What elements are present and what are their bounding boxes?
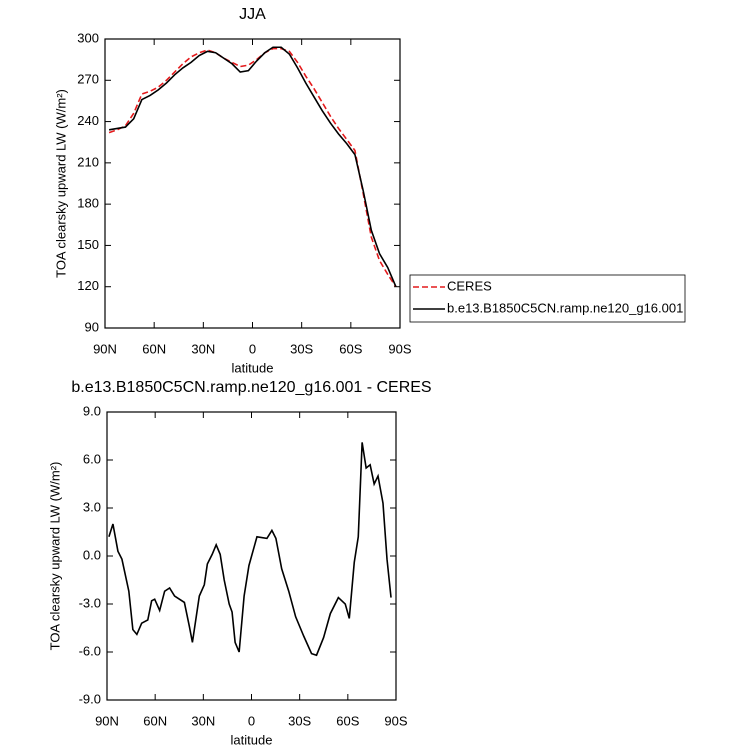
y-tick-label: 300 bbox=[77, 30, 99, 45]
legend-box bbox=[409, 274, 686, 323]
x-tick-label: 60N bbox=[142, 341, 166, 356]
x-tick-label: 30S bbox=[290, 341, 313, 356]
y-tick-label: 120 bbox=[77, 278, 99, 293]
data-line bbox=[108, 46, 397, 288]
x-tick-label: 0 bbox=[249, 341, 256, 356]
x-tick-label: 30S bbox=[288, 713, 311, 728]
data-line bbox=[108, 442, 392, 657]
plot-frame bbox=[104, 38, 401, 329]
y-tick-label: 210 bbox=[77, 154, 99, 169]
chart-title: b.e13.B1850C5CN.ramp.ne120_g16.001 - CER… bbox=[71, 379, 431, 396]
x-tick-label: 30N bbox=[191, 713, 215, 728]
y-tick-label: -6.0 bbox=[79, 643, 101, 658]
y-tick-label: 6.0 bbox=[83, 451, 101, 466]
y-axis-label: TOA clearsky upward LW (W/m²) bbox=[53, 89, 68, 278]
legend-label: b.e13.B1850C5CN.ramp.ne120_g16.001 bbox=[447, 300, 683, 315]
legend-label: CERES bbox=[447, 278, 492, 293]
x-tick-label: 90N bbox=[95, 713, 119, 728]
x-tick-label: 90S bbox=[388, 341, 411, 356]
y-tick-label: 9.0 bbox=[83, 403, 101, 418]
x-tick-label: 90N bbox=[93, 341, 117, 356]
x-tick-label: 60N bbox=[143, 713, 167, 728]
y-tick-label: 3.0 bbox=[83, 499, 101, 514]
y-tick-label: -3.0 bbox=[79, 595, 101, 610]
x-tick-label: 60S bbox=[339, 341, 362, 356]
x-axis-label: latitude bbox=[231, 732, 273, 747]
y-tick-label: 240 bbox=[77, 113, 99, 128]
y-axis-label: TOA clearsky upward LW (W/m²) bbox=[47, 462, 62, 651]
x-axis-label: latitude bbox=[232, 360, 274, 375]
y-tick-label: 150 bbox=[77, 237, 99, 252]
x-tick-label: 60S bbox=[336, 713, 359, 728]
y-tick-label: 270 bbox=[77, 72, 99, 87]
y-tick-label: -9.0 bbox=[79, 691, 101, 706]
chart-title: JJA bbox=[239, 6, 266, 23]
data-line bbox=[108, 47, 397, 288]
plot-frame bbox=[106, 411, 397, 701]
x-tick-label: 30N bbox=[191, 341, 215, 356]
y-tick-label: 90 bbox=[85, 319, 99, 334]
x-tick-label: 90S bbox=[384, 713, 407, 728]
y-tick-label: 180 bbox=[77, 196, 99, 211]
y-tick-label: 0.0 bbox=[83, 547, 101, 562]
x-tick-label: 0 bbox=[248, 713, 255, 728]
